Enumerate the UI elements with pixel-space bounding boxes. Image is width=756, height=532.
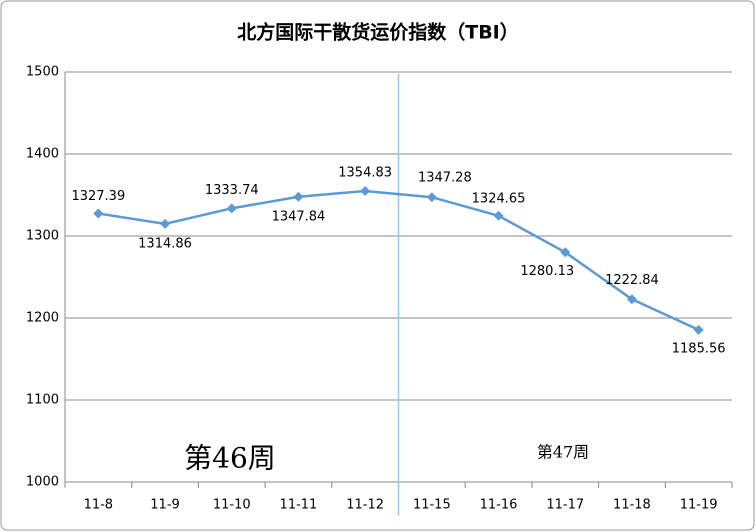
y-tick-label: 1500 xyxy=(26,65,59,80)
line xyxy=(98,189,700,331)
x-tick-label: 11-17 xyxy=(546,498,584,513)
x-tick-label: 11-11 xyxy=(280,498,318,513)
chart-title: 北方国际干散货运价指数（TBI） xyxy=(237,21,519,44)
x-tick-label: 11-12 xyxy=(346,498,384,513)
data-label: 1347.28 xyxy=(418,171,472,186)
x-tick-label: 11-18 xyxy=(613,498,651,513)
data-label: 1333.74 xyxy=(205,183,259,198)
x-tick-label: 11-15 xyxy=(413,498,451,513)
data-label: 1347.84 xyxy=(272,209,326,224)
marker xyxy=(226,203,237,214)
x-tick-label: 11-10 xyxy=(213,498,251,513)
data-label: 1324.65 xyxy=(472,191,526,206)
data-label: 1354.83 xyxy=(338,166,392,181)
data-label: 1222.84 xyxy=(605,273,659,288)
marker xyxy=(293,191,304,202)
marker xyxy=(560,247,571,258)
marker xyxy=(426,192,437,203)
data-label: 1280.13 xyxy=(520,264,574,279)
data-label: 1185.56 xyxy=(672,341,726,356)
x-tick-label: 11-16 xyxy=(480,498,518,513)
annotation: 第47周 xyxy=(537,443,589,462)
x-tick-label: 11-9 xyxy=(150,498,180,513)
marker xyxy=(360,186,371,197)
marker xyxy=(493,210,504,221)
data-label: 1327.39 xyxy=(71,189,125,204)
marker xyxy=(160,218,171,229)
marker xyxy=(626,294,637,305)
x-tick-label: 11-19 xyxy=(680,498,718,513)
marker xyxy=(693,324,704,335)
y-tick-label: 1300 xyxy=(26,229,59,244)
marker xyxy=(93,208,104,219)
annotation: 第46周 xyxy=(184,442,276,475)
y-tick-label: 1100 xyxy=(26,393,59,408)
data-label: 1314.86 xyxy=(138,236,192,251)
y-tick-label: 1200 xyxy=(26,311,59,326)
x-tick-label: 11-8 xyxy=(84,498,114,513)
y-tick-label: 1400 xyxy=(26,147,59,162)
y-tick-label: 1000 xyxy=(26,475,59,490)
